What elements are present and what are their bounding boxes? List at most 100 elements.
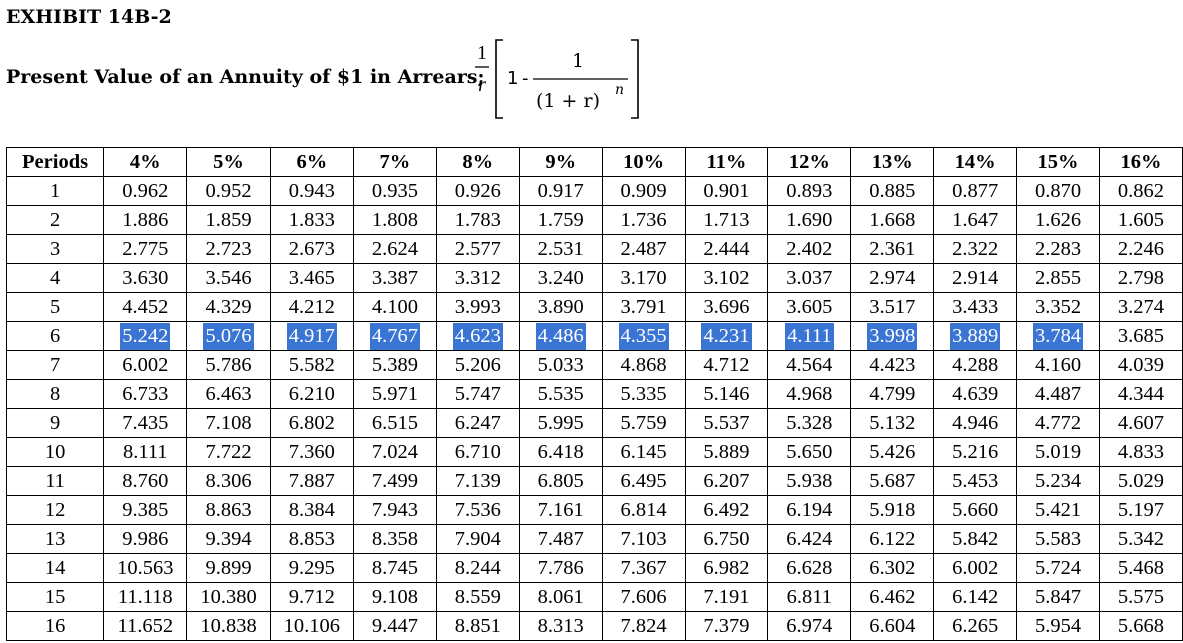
value-cell: 3.630 bbox=[103, 263, 188, 293]
value-cell: 7.139 bbox=[435, 466, 520, 496]
value-cell: 8.111 bbox=[103, 437, 188, 467]
value-cell: 3.102 bbox=[684, 263, 769, 293]
value-cell: 3.312 bbox=[435, 263, 520, 293]
value-cell: 4.712 bbox=[684, 350, 769, 380]
value-cell: 10.106 bbox=[269, 611, 354, 641]
value-cell: 6.515 bbox=[352, 408, 437, 438]
value-cell: 6.604 bbox=[850, 611, 935, 641]
table-row: 2 1.886 1.859 1.833 1.808 1.783 1.759 1.736 1.71… bbox=[5, 205, 1183, 235]
period-cell: 10 bbox=[5, 437, 105, 467]
value-cell: 1.808 bbox=[352, 205, 437, 235]
value-cell: 10.838 bbox=[186, 611, 271, 641]
table-row: 13 9.986 9.394 8.853 8.358 7.904 7.487 7.103 6.7… bbox=[5, 524, 1183, 554]
formula-minus: - bbox=[522, 68, 529, 89]
period-cell: 3 bbox=[5, 234, 105, 264]
value-cell: 2.974 bbox=[850, 263, 935, 293]
value-cell: 3.387 bbox=[352, 263, 437, 293]
value-cell: 6.811 bbox=[767, 582, 852, 612]
selected-value: 4.623 bbox=[452, 322, 503, 350]
value-cell: 4.329 bbox=[186, 292, 271, 322]
value-cell: 4.767 bbox=[352, 321, 437, 351]
value-cell: 5.687 bbox=[850, 466, 935, 496]
value-cell: 6.302 bbox=[850, 553, 935, 583]
table-row: 14 10.563 9.899 9.295 8.745 8.244 7.786 7.367 6.… bbox=[5, 553, 1183, 583]
value-cell: 3.791 bbox=[601, 292, 686, 322]
value-cell: 7.487 bbox=[518, 524, 603, 554]
value-cell: 6.265 bbox=[933, 611, 1018, 641]
header-rate: 12% bbox=[767, 147, 852, 177]
value-cell: 11.652 bbox=[103, 611, 188, 641]
value-cell: 6.492 bbox=[684, 495, 769, 525]
value-cell: 2.402 bbox=[767, 234, 852, 264]
selected-value: 4.767 bbox=[369, 322, 420, 350]
value-cell: 3.433 bbox=[933, 292, 1018, 322]
value-cell: 7.887 bbox=[269, 466, 354, 496]
period-cell: 4 bbox=[5, 263, 105, 293]
value-cell: 4.344 bbox=[1098, 379, 1183, 409]
value-cell: 8.061 bbox=[518, 582, 603, 612]
value-cell: 8.244 bbox=[435, 553, 520, 583]
value-cell: 3.352 bbox=[1016, 292, 1100, 322]
formula-numerator-right: 1 bbox=[572, 50, 584, 72]
value-cell: 6.750 bbox=[684, 524, 769, 554]
value-cell: 5.033 bbox=[518, 350, 603, 380]
value-cell: 4.100 bbox=[352, 292, 437, 322]
value-cell: 3.784 bbox=[1016, 321, 1100, 351]
value-cell: 4.039 bbox=[1098, 350, 1183, 380]
value-cell: 5.328 bbox=[767, 408, 852, 438]
value-cell: 7.191 bbox=[684, 582, 769, 612]
value-cell: 5.759 bbox=[601, 408, 686, 438]
value-cell: 3.890 bbox=[518, 292, 603, 322]
value-cell: 9.385 bbox=[103, 495, 188, 525]
value-cell: 4.607 bbox=[1098, 408, 1183, 438]
value-cell: 6.733 bbox=[103, 379, 188, 409]
value-cell: 5.206 bbox=[435, 350, 520, 380]
value-cell: 4.917 bbox=[269, 321, 354, 351]
value-cell: 2.322 bbox=[933, 234, 1018, 264]
value-cell: 8.853 bbox=[269, 524, 354, 554]
value-cell: 10.380 bbox=[186, 582, 271, 612]
selected-value: 5.076 bbox=[203, 322, 254, 350]
value-cell: 8.851 bbox=[435, 611, 520, 641]
value-cell: 5.847 bbox=[1016, 582, 1100, 612]
value-cell: 2.855 bbox=[1016, 263, 1100, 293]
value-cell: 2.361 bbox=[850, 234, 935, 264]
table-row: 3 2.775 2.723 2.673 2.624 2.577 2.531 2.487 2.44… bbox=[5, 234, 1183, 264]
value-cell: 6.974 bbox=[767, 611, 852, 641]
header-rate: 15% bbox=[1016, 147, 1100, 177]
value-cell: 2.283 bbox=[1016, 234, 1100, 264]
value-cell: 5.146 bbox=[684, 379, 769, 409]
value-cell: 8.863 bbox=[186, 495, 271, 525]
value-cell: 6.145 bbox=[601, 437, 686, 467]
value-cell: 1.713 bbox=[684, 205, 769, 235]
value-cell: 7.379 bbox=[684, 611, 769, 641]
formula-denominator-right: (1 + r) bbox=[536, 90, 600, 112]
exhibit-title: EXHIBIT 14B-2 bbox=[6, 6, 172, 28]
value-cell: 4.452 bbox=[103, 292, 188, 322]
header-rate: 4% bbox=[103, 147, 188, 177]
value-cell: 0.870 bbox=[1016, 176, 1100, 206]
value-cell: 6.495 bbox=[601, 466, 686, 496]
period-cell: 11 bbox=[5, 466, 105, 496]
value-cell: 9.899 bbox=[186, 553, 271, 583]
selected-value: 3.998 bbox=[867, 322, 918, 350]
period-cell: 12 bbox=[5, 495, 105, 525]
value-cell: 5.342 bbox=[1098, 524, 1183, 554]
value-cell: 7.499 bbox=[352, 466, 437, 496]
header-rate: 11% bbox=[684, 147, 769, 177]
value-cell: 9.108 bbox=[352, 582, 437, 612]
value-cell: 4.799 bbox=[850, 379, 935, 409]
value-cell: 7.536 bbox=[435, 495, 520, 525]
value-cell: 1.647 bbox=[933, 205, 1018, 235]
selected-value: 3.784 bbox=[1032, 322, 1084, 350]
value-cell: 5.335 bbox=[601, 379, 686, 409]
selected-value: 4.355 bbox=[618, 322, 669, 350]
value-cell: 6.210 bbox=[269, 379, 354, 409]
value-cell: 3.274 bbox=[1098, 292, 1183, 322]
value-cell: 6.628 bbox=[767, 553, 852, 583]
period-cell: 14 bbox=[5, 553, 105, 583]
header-rate: 8% bbox=[435, 147, 520, 177]
value-cell: 3.605 bbox=[767, 292, 852, 322]
period-cell: 9 bbox=[5, 408, 105, 438]
value-cell: 5.889 bbox=[684, 437, 769, 467]
